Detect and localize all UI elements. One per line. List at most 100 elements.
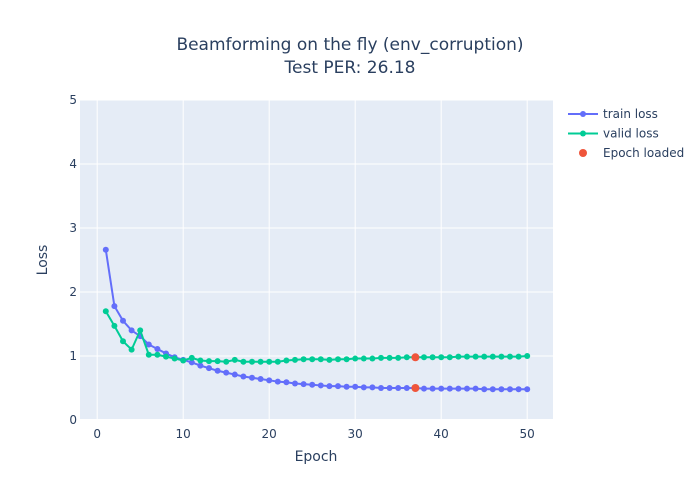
y-tick-label: 4 [69, 157, 77, 171]
y-tick-label: 1 [69, 349, 77, 363]
data-point [455, 385, 462, 392]
data-point [335, 383, 341, 390]
y-tick-label: 5 [69, 93, 77, 107]
data-point [386, 385, 393, 391]
y-axis-title: Loss [35, 245, 51, 276]
data-point [343, 383, 350, 390]
y-tick-label: 3 [69, 221, 77, 235]
data-point [128, 346, 135, 353]
data-point [498, 386, 505, 393]
legend-marker-icon [579, 149, 587, 157]
axis-ticks: 0 10 20 30 40 50 0 1 2 3 4 5 [69, 93, 534, 441]
data-point [515, 353, 522, 360]
data-point [206, 365, 212, 372]
data-point [378, 385, 384, 391]
legend-marker-icon [580, 130, 586, 137]
x-tick-label: 40 [434, 427, 449, 441]
data-point [214, 358, 221, 365]
data-point [274, 358, 281, 365]
data-point [292, 380, 298, 387]
data-point [283, 357, 290, 364]
data-point [326, 383, 333, 390]
data-point [163, 353, 169, 360]
data-point [292, 356, 298, 363]
legend-item[interactable]: valid loss [568, 127, 659, 141]
data-point [472, 353, 479, 360]
data-point [395, 385, 402, 391]
data-point [369, 355, 376, 362]
legend[interactable]: train loss valid loss Epoch loaded [568, 107, 684, 160]
data-point [403, 354, 410, 361]
data-point [507, 353, 513, 360]
data-point [421, 385, 427, 392]
data-point [378, 354, 384, 361]
data-point [300, 356, 307, 363]
data-point [154, 345, 161, 352]
grid-lines [80, 99, 553, 421]
data-point [352, 355, 359, 362]
series-epoch-loaded [411, 353, 420, 392]
data-point [240, 358, 247, 365]
data-point [206, 358, 212, 365]
data-point [197, 357, 204, 364]
data-point [154, 351, 161, 358]
data-point [343, 356, 350, 363]
data-point [429, 354, 436, 361]
data-point [335, 356, 341, 363]
epoch-loaded-point [411, 384, 420, 392]
series-valid-loss [102, 308, 531, 365]
data-point [326, 356, 333, 363]
data-point [145, 341, 152, 348]
x-tick-label: 20 [262, 427, 277, 441]
data-point [266, 377, 273, 384]
data-point [102, 246, 109, 253]
data-point [317, 356, 324, 363]
x-tick-label: 0 [93, 427, 101, 441]
chart-title-line2: Test PER: 26.18 [284, 58, 416, 78]
data-point [360, 384, 367, 391]
data-point [421, 354, 427, 361]
x-tick-label: 30 [348, 427, 363, 441]
data-point [197, 362, 204, 369]
data-point [317, 382, 324, 389]
data-point [120, 338, 126, 345]
data-point [464, 353, 470, 360]
data-point [128, 327, 135, 334]
data-point [145, 351, 152, 358]
data-point [231, 371, 238, 378]
data-point [438, 354, 445, 361]
data-point [188, 354, 195, 361]
data-point [223, 358, 230, 365]
data-point [438, 385, 445, 392]
data-point [489, 386, 496, 393]
y-tick-label: 2 [69, 285, 77, 299]
data-point [309, 356, 316, 363]
data-point [446, 354, 453, 361]
data-point [137, 327, 144, 334]
data-point [403, 385, 410, 391]
data-point [102, 308, 109, 315]
legend-item[interactable]: Epoch loaded [579, 146, 684, 160]
data-point [223, 369, 230, 376]
data-point [429, 385, 436, 392]
data-point [515, 386, 522, 393]
legend-label: Epoch loaded [603, 146, 684, 160]
legend-label: train loss [603, 107, 658, 121]
data-point [120, 317, 126, 324]
legend-marker-icon [580, 111, 586, 117]
data-point [472, 385, 479, 392]
data-point [524, 386, 531, 393]
data-point [180, 357, 187, 364]
data-point [257, 358, 264, 365]
data-point [266, 358, 273, 365]
data-point [240, 373, 247, 380]
data-point [214, 367, 221, 374]
data-point [111, 303, 118, 310]
data-point [171, 355, 178, 362]
data-point [481, 386, 488, 393]
plot-area [80, 100, 553, 420]
legend-item[interactable]: train loss [568, 107, 658, 121]
x-tick-label: 10 [176, 427, 191, 441]
